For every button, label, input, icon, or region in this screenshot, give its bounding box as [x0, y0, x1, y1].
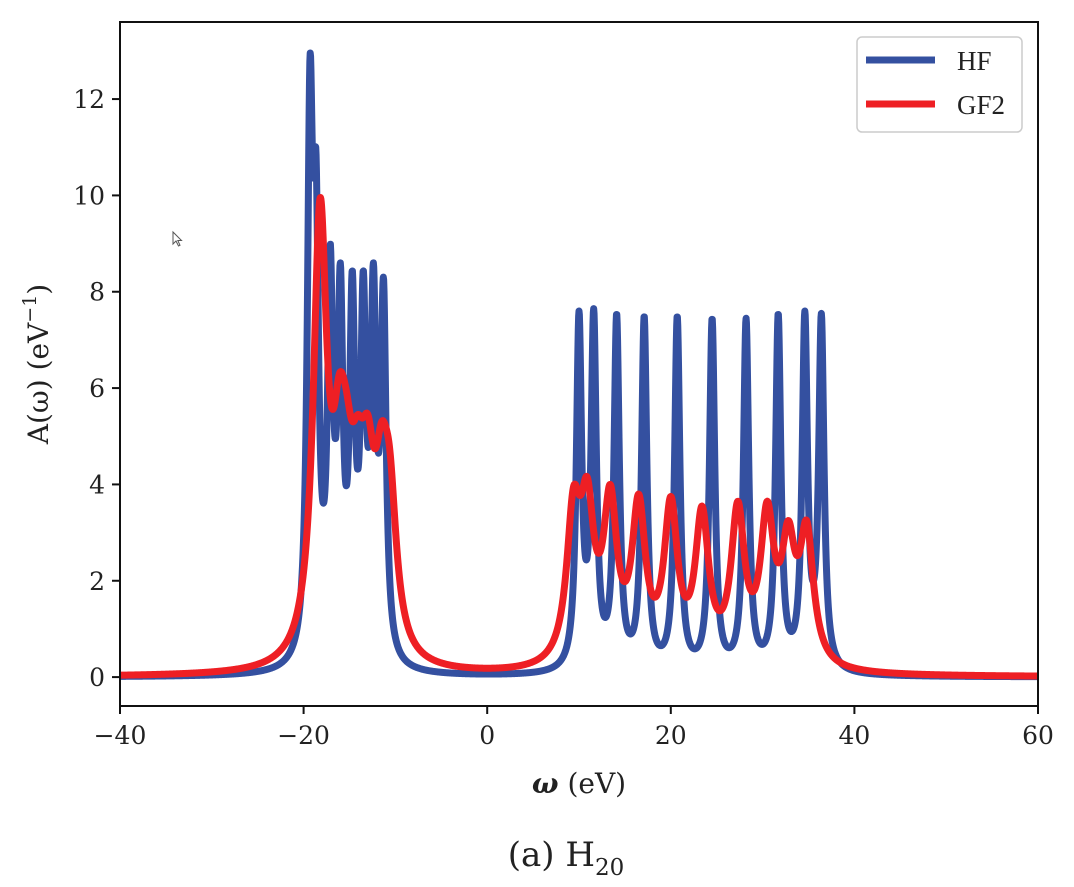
omega-symbol: ω: [532, 767, 559, 800]
x-tick-label: 60: [1022, 721, 1054, 750]
series-line-hf: [120, 49, 1038, 681]
x-axis-unit: (eV): [559, 767, 627, 800]
y-tick-label: 2: [89, 567, 105, 596]
x-axis-label: ω (eV): [532, 767, 626, 800]
y-tick-label: 10: [73, 181, 105, 210]
legend: HF GF2: [856, 36, 1023, 133]
y-tick-label: 4: [89, 470, 105, 499]
y-tick-label: 6: [89, 374, 105, 403]
y-axis-label: A(ω) (eV−1): [19, 284, 55, 445]
y-axis: 0 2 4 6 8 10 12: [73, 85, 120, 692]
legend-label-hf: HF: [957, 46, 992, 76]
y-axis-label-superscript: −1: [19, 295, 41, 323]
caption-text: (a) H: [508, 835, 595, 875]
caption-subscript: 20: [595, 855, 624, 881]
x-tick-label: −40: [94, 721, 147, 750]
y-tick-label: 0: [89, 663, 105, 692]
series-line-gf2: [120, 194, 1038, 680]
y-tick-label: 8: [89, 278, 105, 307]
legend-label-gf2: GF2: [957, 90, 1005, 120]
figure-caption: (a) H20: [508, 835, 625, 881]
x-axis: −40 −20 0 20 40 60: [94, 706, 1054, 750]
x-tick-label: 20: [655, 721, 687, 750]
x-tick-label: 40: [838, 721, 870, 750]
mouse-cursor-icon: [172, 230, 183, 247]
y-axis-label-close: ): [22, 284, 55, 295]
plot-frame: [119, 21, 1039, 707]
y-tick-label: 12: [73, 85, 105, 114]
series-layer: [120, 49, 1038, 681]
y-axis-label-text: A(ω) (eV: [22, 322, 55, 445]
x-tick-label: −20: [277, 721, 330, 750]
x-tick-label: 0: [479, 721, 495, 750]
